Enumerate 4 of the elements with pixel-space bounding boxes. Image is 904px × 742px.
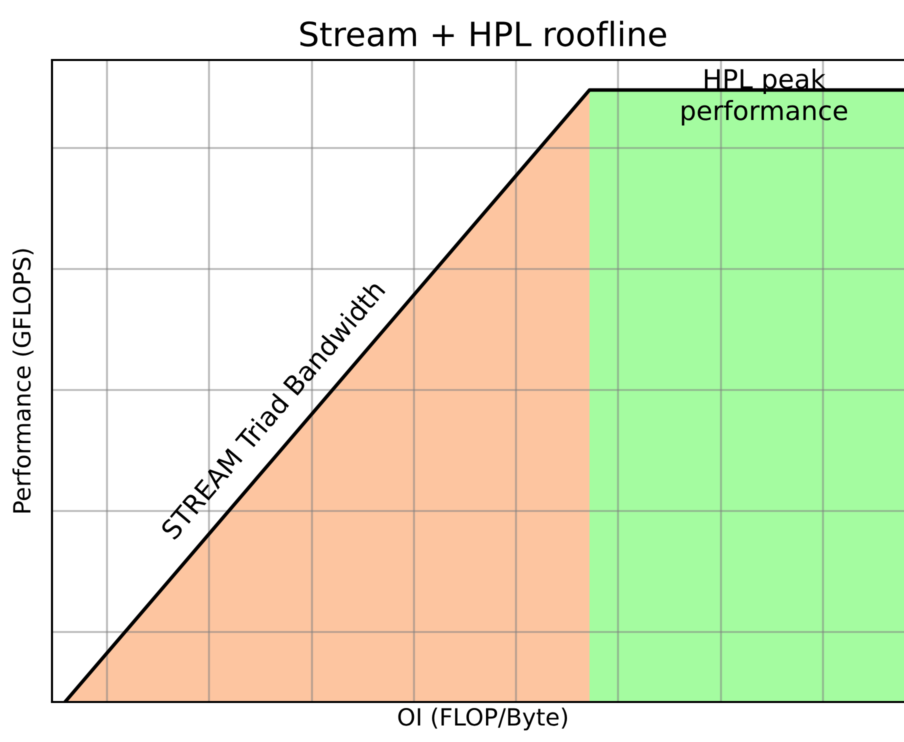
y-axis-title: Performance (GFLOPS) — [12, 249, 34, 512]
annotation: HPL peak performance — [682, 68, 848, 126]
chart-title: Stream + HPL roofline — [300, 20, 666, 47]
x-axis-title: OI (FLOP/Byte) — [398, 708, 568, 730]
